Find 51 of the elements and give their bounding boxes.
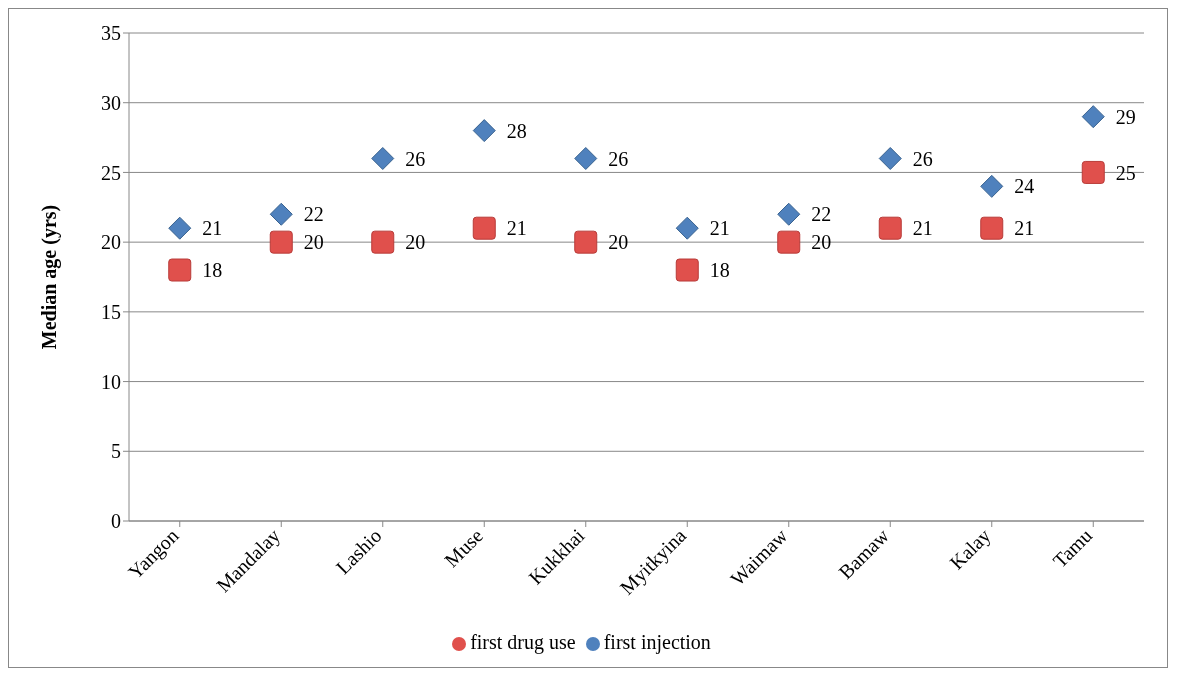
point — [980, 216, 1004, 240]
point — [168, 258, 192, 282]
y-tick-label: 15 — [101, 300, 121, 323]
y-tick-label: 35 — [101, 22, 121, 45]
point — [574, 146, 598, 170]
data-label: 24 — [1014, 175, 1035, 198]
data-label: 29 — [1115, 105, 1136, 128]
point — [777, 230, 801, 254]
data-label: 25 — [1115, 161, 1136, 184]
point — [675, 258, 699, 282]
legend-label: first drug use — [470, 631, 576, 653]
data-label: 26 — [608, 147, 629, 170]
y-tick-label: 10 — [101, 370, 121, 393]
point — [878, 146, 902, 170]
data-label: 20 — [608, 231, 629, 254]
data-label: 22 — [811, 203, 832, 226]
data-label: 26 — [405, 147, 426, 170]
y-tick-label: 30 — [101, 91, 121, 114]
y-tick-label: 20 — [101, 231, 121, 254]
y-tick-label: 25 — [101, 161, 121, 184]
point — [472, 119, 496, 143]
data-label: 20 — [303, 231, 324, 254]
data-label: 28 — [506, 119, 527, 142]
point — [371, 146, 395, 170]
point — [371, 230, 395, 254]
data-label: 20 — [811, 231, 832, 254]
point — [269, 230, 293, 254]
legend-label: first injection — [603, 631, 711, 653]
point — [168, 216, 192, 240]
data-label: 18 — [709, 259, 730, 282]
data-label: 21 — [709, 217, 730, 240]
data-label: 21 — [912, 217, 933, 240]
data-label: 26 — [912, 147, 933, 170]
point — [980, 174, 1004, 198]
point — [574, 230, 598, 254]
point — [777, 202, 801, 226]
point — [1081, 105, 1105, 129]
data-label: 22 — [303, 203, 324, 226]
data-label: 21 — [506, 217, 527, 240]
data-label: 21 — [1014, 217, 1035, 240]
data-label: 20 — [405, 231, 426, 254]
data-label: 18 — [202, 259, 223, 282]
point — [269, 202, 293, 226]
point — [1081, 160, 1105, 184]
point — [675, 216, 699, 240]
y-tick-label: 5 — [111, 440, 121, 463]
point — [878, 216, 902, 240]
data-label: 21 — [202, 217, 223, 240]
y-tick-label: 0 — [111, 510, 121, 533]
point — [472, 216, 496, 240]
y-axis-title: Median age (yrs) — [38, 204, 62, 350]
